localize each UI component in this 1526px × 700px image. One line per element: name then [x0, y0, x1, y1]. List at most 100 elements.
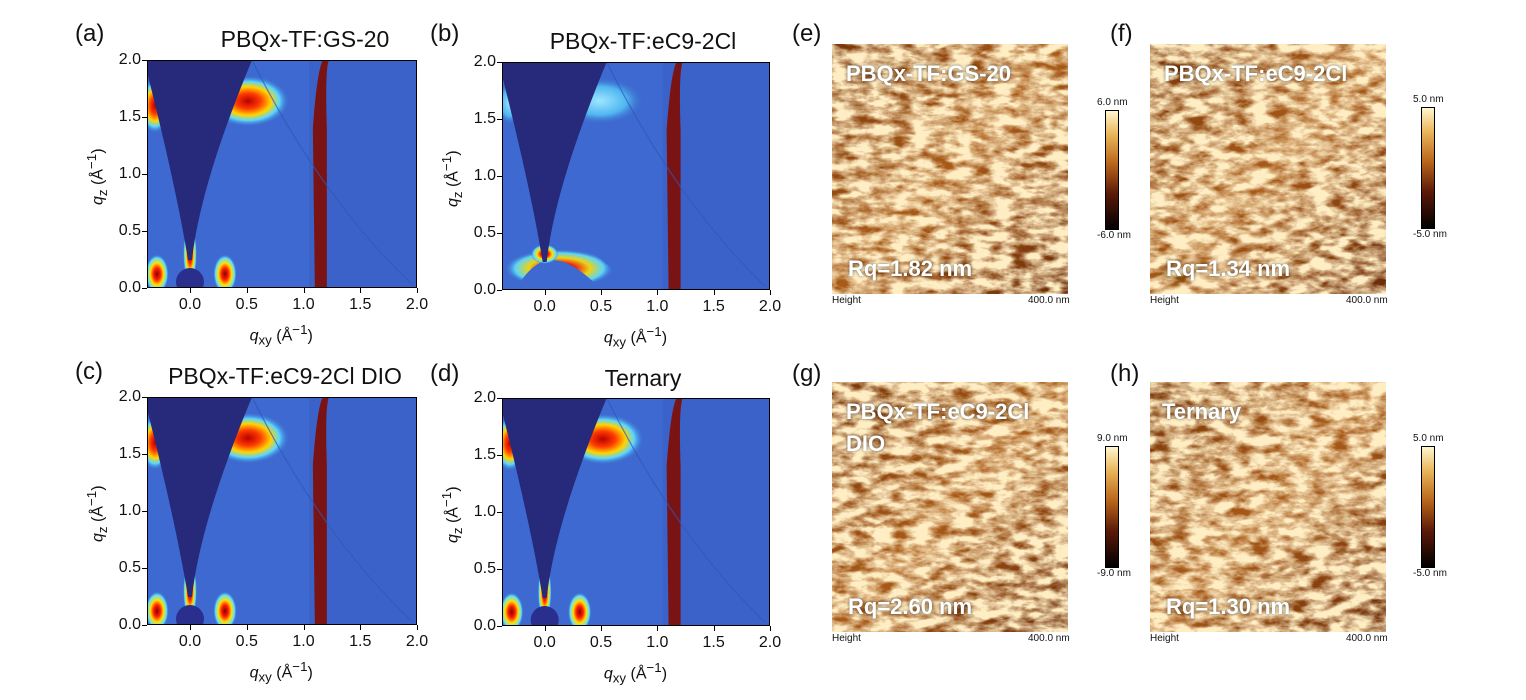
y-tick-label: 1.0: [118, 165, 141, 182]
y-tick-mark: [142, 231, 147, 232]
height-label: Height: [1150, 633, 1179, 644]
panel-letter: (a): [75, 20, 105, 47]
colorbar-min: -5.0 nm: [1413, 568, 1447, 579]
panel-letter: (h): [1110, 360, 1140, 387]
x-tick-label: 0.5: [235, 296, 258, 313]
y-tick-label: 0.5: [473, 224, 496, 241]
x-tick-label: 0.0: [178, 296, 202, 313]
afm-colorbar: [1105, 110, 1119, 230]
y-tick-label: 2.0: [118, 388, 141, 405]
afm-rq-value: Rq=1.34 nm: [1166, 256, 1291, 281]
afm-title: PBQx-TF:eC9-2Cl: [846, 399, 1030, 424]
y-tick-mark: [142, 288, 147, 289]
y-tick-mark: [142, 568, 147, 569]
y-tick-mark: [142, 625, 147, 626]
y-tick-mark: [497, 119, 502, 120]
scale-label: 400.0 nm: [1346, 633, 1388, 644]
scale-label: 400.0 nm: [1028, 295, 1070, 306]
x-axis-label: qxy (Å−1): [603, 660, 668, 686]
y-tick-mark: [497, 398, 502, 399]
panel-title: PBQx-TF:eC9-2Cl DIO: [168, 363, 402, 389]
afm-height-image: [1150, 44, 1386, 294]
afm-rq-value: Rq=2.60 nm: [848, 594, 973, 619]
x-tick-label: 2.0: [758, 634, 782, 651]
y-tick-label: 0.5: [118, 559, 141, 576]
x-tick-label: 2.0: [405, 633, 429, 650]
x-tick-label: 2.0: [758, 298, 782, 315]
afm-rq-value: Rq=1.82 nm: [848, 256, 973, 281]
afm-rq-value: Rq=1.30 nm: [1166, 594, 1291, 619]
height-label: Height: [1150, 295, 1179, 306]
afm-colorbar: [1105, 446, 1119, 568]
y-tick-mark: [142, 511, 147, 512]
x-tick-mark: [601, 290, 602, 295]
x-tick-mark: [246, 288, 248, 293]
y-tick-mark: [497, 626, 502, 627]
x-tick-mark: [657, 290, 659, 295]
giwaxs-heatmap: [502, 398, 770, 626]
y-tick-label: 0.5: [473, 560, 496, 577]
colorbar-min: -6.0 nm: [1097, 230, 1131, 241]
colorbar-min: -5.0 nm: [1413, 229, 1447, 240]
panel-letter: (c): [75, 358, 103, 385]
panel-title: PBQx-TF:GS-20: [220, 26, 390, 52]
y-tick-label: 1.5: [473, 446, 496, 463]
giwaxs-heatmap: [502, 62, 770, 290]
y-tick-label: 2.0: [473, 53, 496, 70]
x-tick-label: 0.0: [178, 633, 202, 650]
scale-label: 400.0 nm: [1346, 295, 1388, 306]
x-tick-mark: [713, 290, 715, 295]
y-tick-label: 1.0: [473, 503, 496, 520]
y-tick-mark: [142, 397, 147, 398]
y-tick-label: 0.0: [473, 617, 496, 634]
x-tick-label: 2.0: [405, 296, 429, 313]
x-tick-label: 0.5: [589, 634, 613, 651]
x-tick-mark: [713, 626, 715, 631]
y-tick-mark: [497, 233, 502, 234]
panel-title: Ternary: [604, 365, 682, 391]
x-tick-label: 1.0: [646, 634, 669, 651]
afm-title: DIO: [846, 431, 886, 456]
y-tick-label: 1.5: [118, 445, 141, 462]
x-tick-mark: [417, 625, 418, 630]
x-axis-label: qxy (Å−1): [603, 324, 668, 350]
x-tick-mark: [360, 288, 362, 293]
y-tick-mark: [497, 512, 502, 513]
x-tick-mark: [190, 288, 191, 293]
y-tick-label: 1.0: [473, 167, 496, 184]
afm-height-image: [832, 44, 1068, 294]
x-tick-mark: [303, 625, 305, 630]
x-tick-mark: [417, 288, 418, 293]
colorbar-max: 5.0 nm: [1413, 94, 1444, 105]
x-tick-mark: [601, 626, 602, 631]
panel-letter: (e): [792, 20, 822, 47]
y-axis-label: qz (Å−1): [84, 148, 110, 206]
y-tick-mark: [497, 62, 502, 63]
y-tick-label: 1.5: [473, 110, 496, 127]
afm-title: PBQx-TF:eC9-2Cl: [1164, 61, 1348, 86]
y-tick-mark: [497, 290, 502, 291]
panel-letter: (d): [430, 360, 460, 387]
x-tick-label: 0.0: [533, 298, 556, 315]
panel-letter: (g): [792, 360, 822, 387]
colorbar-max: 5.0 nm: [1413, 433, 1444, 444]
giwaxs-heatmap: [147, 60, 417, 288]
colorbar-max: 9.0 nm: [1097, 433, 1128, 444]
height-label: Height: [832, 633, 861, 644]
x-tick-label: 1.0: [292, 633, 315, 650]
x-tick-mark: [770, 290, 771, 295]
x-tick-label: 1.5: [702, 634, 725, 651]
x-tick-mark: [770, 626, 771, 631]
x-tick-label: 1.5: [349, 633, 372, 650]
x-axis-label: qxy (Å−1): [249, 322, 313, 348]
x-tick-mark: [544, 290, 546, 295]
panel-letter: (b): [430, 20, 460, 47]
x-tick-label: 1.5: [702, 298, 725, 315]
afm-title: Ternary: [1162, 399, 1242, 424]
x-tick-label: 0.0: [533, 634, 556, 651]
y-axis-label: qz (Å−1): [84, 485, 110, 543]
giwaxs-heatmap: [147, 397, 417, 625]
y-tick-label: 1.0: [118, 502, 141, 519]
y-tick-label: 0.0: [473, 281, 496, 298]
y-tick-label: 0.5: [118, 222, 141, 239]
